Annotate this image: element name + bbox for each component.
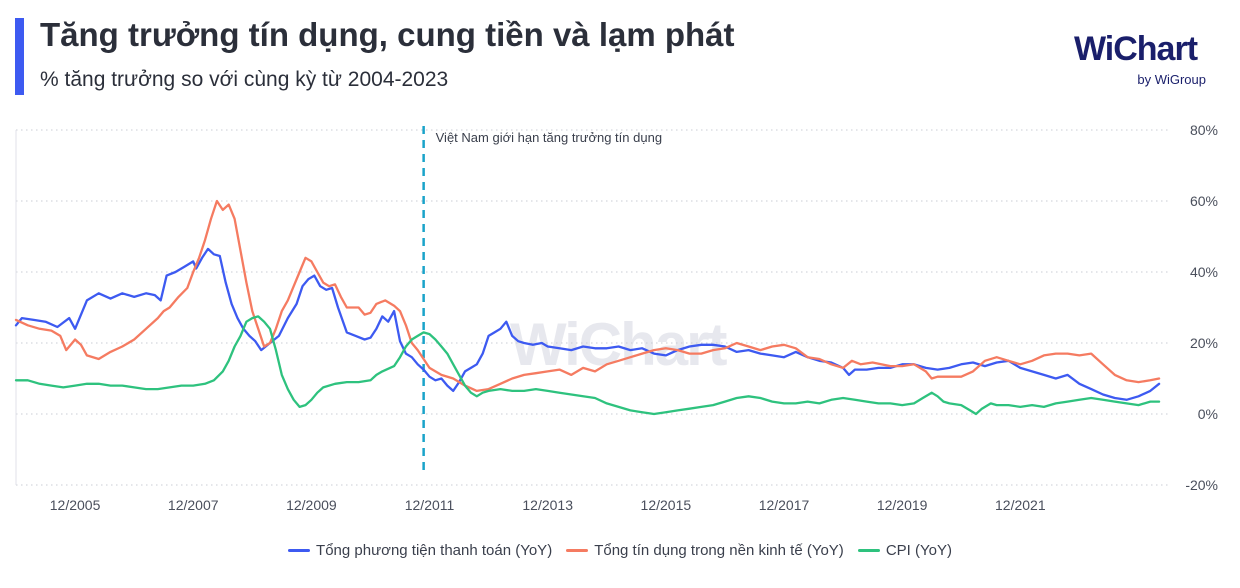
wichart-logo: WiChart by WiGroup (1074, 30, 1214, 92)
x-tick-label: 12/2021 (995, 497, 1046, 513)
annotation-group: Việt Nam giới hạn tăng trưởng tín dụng (422, 126, 662, 475)
legend-item-1[interactable]: Tổng phương tiện thanh toán (YoY) (288, 542, 552, 559)
grid-lines (15, 129, 1168, 486)
chart-legend: Tổng phương tiện thanh toán (YoY) Tổng tí… (0, 542, 1240, 559)
legend-label: Tổng tín dụng trong nền kinh tế (YoY) (594, 542, 844, 559)
y-tick-label: 80% (1190, 122, 1218, 138)
legend-swatch (566, 549, 589, 552)
y-tick-label: -20% (1185, 477, 1218, 493)
y-tick-label: 20% (1190, 335, 1218, 351)
legend-item-2[interactable]: Tổng tín dụng trong nền kinh tế (YoY) (566, 542, 844, 559)
x-tick-label: 12/2019 (877, 497, 928, 513)
legend-swatch (288, 549, 311, 552)
y-tick-label: 0% (1198, 406, 1218, 422)
chart-subtitle: % tăng trưởng so với cùng kỳ từ 2004-202… (40, 68, 449, 91)
x-tick-label: 12/2005 (50, 497, 101, 513)
legend-label: CPI (YoY) (885, 542, 952, 559)
logo-subtext: by WiGroup (1137, 72, 1206, 87)
legend-item-3[interactable]: CPI (YoY) (857, 542, 952, 559)
series-line-3 (14, 315, 1161, 416)
x-tick-label: 12/2009 (286, 497, 337, 513)
series-line-2 (14, 199, 1161, 393)
x-tick-label: 12/2007 (168, 497, 219, 513)
y-tick-label: 40% (1190, 264, 1218, 280)
x-axis-ticks: 12/2005 12/2007 12/2009 12/2011 12/2013 12/20… (50, 497, 1046, 513)
legend-label: Tổng phương tiện thanh toán (YoY) (316, 542, 553, 559)
annotation-label: Việt Nam giới hạn tăng trưởng tín dụng (436, 130, 662, 145)
chart-title: Tăng trưởng tín dụng, cung tiền và lạm p… (40, 16, 735, 53)
logo-text: WiChart (1074, 30, 1198, 68)
x-tick-label: 12/2017 (759, 497, 810, 513)
x-tick-label: 12/2015 (641, 497, 692, 513)
title-accent-bar (15, 18, 24, 95)
x-tick-label: 12/2013 (522, 497, 573, 513)
series-lines (14, 199, 1161, 416)
x-tick-label: 12/2011 (405, 497, 455, 513)
line-chart: 80% 60% 40% 20% 0% -20% 12/2005 12/2007 12/2009… (14, 122, 1218, 513)
legend-swatch (857, 549, 880, 552)
y-tick-label: 60% (1190, 193, 1218, 209)
y-axis-ticks: 80% 60% 40% 20% 0% -20% (1185, 122, 1218, 493)
